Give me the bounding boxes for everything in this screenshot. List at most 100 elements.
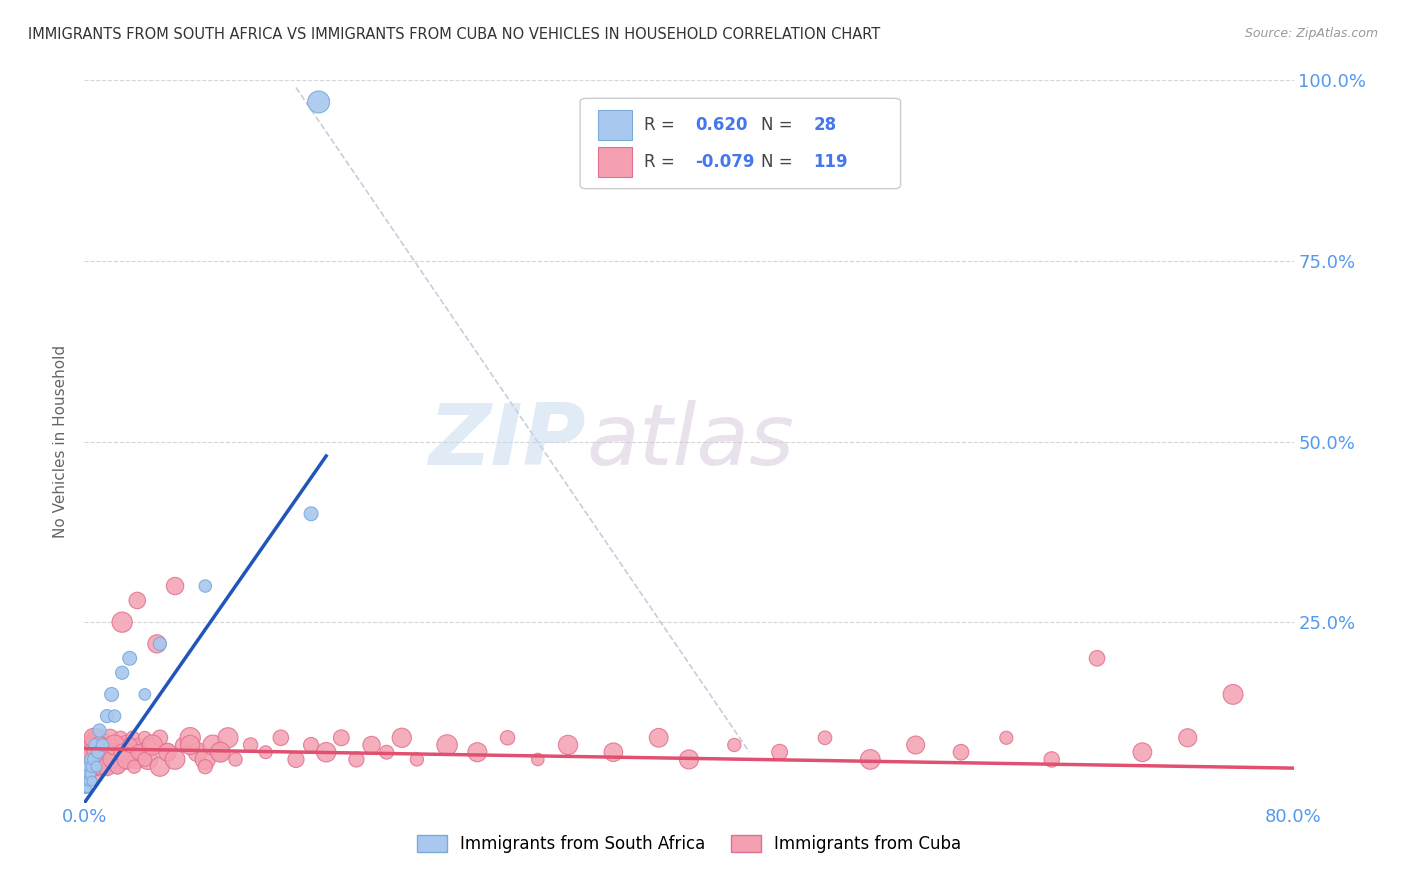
Point [1130, 745, 1153, 759]
Point [122, 760, 145, 774]
Text: R =: R = [644, 116, 681, 134]
Point [134, 752, 156, 766]
Point [111, 615, 134, 630]
Text: 119: 119 [814, 153, 848, 170]
Point [90, 752, 112, 766]
Point [77, 774, 100, 789]
Point [375, 745, 398, 759]
Point [285, 752, 308, 766]
Point [79, 738, 101, 752]
Point [115, 752, 138, 766]
Point [94, 738, 117, 752]
Point [141, 738, 163, 752]
Point [527, 752, 550, 766]
Point [104, 738, 127, 752]
Point [308, 95, 330, 109]
Point [98, 731, 121, 745]
Point [149, 637, 172, 651]
Point [82, 752, 104, 766]
Point [648, 731, 671, 745]
Point [121, 731, 143, 745]
Point [84, 760, 107, 774]
Point [79, 752, 101, 766]
Point [1085, 651, 1108, 665]
Point [80, 760, 103, 774]
Point [360, 738, 382, 752]
Point [97, 745, 120, 759]
Point [149, 731, 172, 745]
Point [87, 745, 110, 759]
Point [128, 745, 150, 759]
Point [93, 752, 115, 766]
Point [225, 752, 247, 766]
Text: N =: N = [762, 116, 799, 134]
Point [76, 781, 98, 796]
Point [111, 665, 134, 680]
Point [101, 738, 124, 752]
Legend: Immigrants from South Africa, Immigrants from Cuba: Immigrants from South Africa, Immigrants… [411, 828, 967, 860]
Point [995, 731, 1018, 745]
Point [115, 738, 138, 752]
Point [678, 752, 700, 766]
Point [125, 752, 148, 766]
Point [346, 752, 368, 766]
Point [146, 637, 169, 651]
Text: IMMIGRANTS FROM SOUTH AFRICA VS IMMIGRANTS FROM CUBA NO VEHICLES IN HOUSEHOLD CO: IMMIGRANTS FROM SOUTH AFRICA VS IMMIGRAN… [28, 27, 880, 42]
Point [93, 738, 115, 752]
Point [104, 745, 127, 759]
Point [254, 745, 277, 759]
Point [1222, 687, 1244, 701]
Point [94, 752, 117, 766]
Point [1177, 731, 1199, 745]
Point [75, 767, 97, 781]
Point [131, 745, 153, 759]
Point [86, 760, 108, 774]
Point [79, 767, 101, 781]
Point [1040, 752, 1063, 766]
Point [299, 738, 322, 752]
Point [270, 731, 292, 745]
Point [950, 745, 973, 759]
Point [602, 745, 624, 759]
Point [91, 760, 114, 774]
FancyBboxPatch shape [599, 146, 633, 177]
Point [76, 760, 98, 774]
Point [859, 752, 882, 766]
Point [156, 745, 179, 759]
Point [89, 738, 111, 752]
Point [75, 781, 97, 796]
Point [769, 745, 792, 759]
Point [156, 745, 179, 759]
Point [87, 752, 110, 766]
Point [179, 731, 201, 745]
Point [84, 760, 107, 774]
Point [209, 745, 232, 759]
Point [406, 752, 429, 766]
Point [77, 760, 100, 774]
Point [201, 738, 224, 752]
Point [89, 731, 111, 745]
Point [904, 738, 927, 752]
Point [315, 745, 337, 759]
Point [86, 731, 108, 745]
Point [80, 760, 103, 774]
Point [90, 760, 112, 774]
Point [104, 709, 127, 723]
Point [330, 731, 353, 745]
Point [127, 593, 149, 607]
Text: ZIP: ZIP [429, 400, 586, 483]
Point [77, 745, 100, 759]
Point [100, 687, 122, 701]
Point [96, 760, 118, 774]
Point [80, 767, 103, 781]
Point [77, 767, 100, 781]
Point [89, 745, 111, 759]
Point [391, 731, 413, 745]
Point [79, 738, 101, 752]
Point [134, 687, 156, 701]
Point [107, 760, 129, 774]
Point [75, 774, 97, 789]
Point [557, 738, 579, 752]
Point [136, 752, 159, 766]
Point [82, 731, 104, 745]
